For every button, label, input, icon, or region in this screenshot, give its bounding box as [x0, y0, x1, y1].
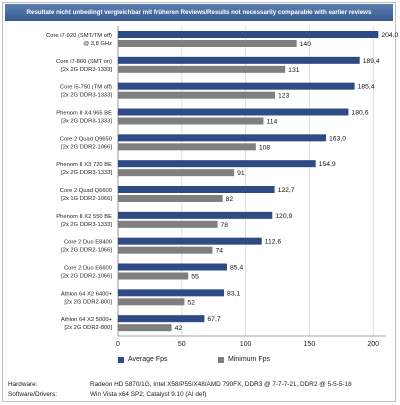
- legend-swatch-minimum: [218, 356, 224, 363]
- x-tick-label: 150: [304, 341, 316, 348]
- data-label-average: 85,4: [230, 265, 243, 272]
- category-label: Core 2 Quad Q6600: [60, 188, 112, 194]
- data-label-average: 122,7: [278, 187, 295, 194]
- legend-swatch-average: [118, 356, 124, 363]
- bar-average: [118, 134, 327, 142]
- category-sublabel: [2x 2G DDR3-1333]: [61, 170, 112, 176]
- category-label: Core 2 Quad Q9650: [60, 136, 112, 142]
- bar-average: [118, 186, 275, 193]
- x-tick-label: 100: [240, 341, 252, 348]
- category-sublabel: [3x 2G DDR3-1333]: [61, 119, 112, 125]
- category-label: Core i7-860 (SMT on): [56, 59, 112, 65]
- data-label-average: 189,4: [363, 58, 380, 65]
- bar-minimum: [118, 117, 264, 125]
- data-label-minimum: 42: [175, 325, 183, 332]
- bar-minimum: [118, 298, 185, 306]
- bar-minimum: [118, 65, 286, 73]
- category-label: Phenom II X2 550 BE: [56, 214, 112, 220]
- bar-average: [118, 108, 349, 116]
- category-sublabel: [2x 2G DDR2-1066]: [61, 274, 112, 280]
- data-label-minimum: 55: [191, 274, 199, 281]
- legend-item-average: Average Fps: [118, 356, 168, 363]
- category-label: Phenom II X4 965 BE: [56, 111, 112, 117]
- legend-item-minimum: Minimum Fps: [218, 356, 270, 363]
- bar-average: [118, 263, 227, 271]
- bar-average: [118, 31, 379, 38]
- category-label: Core i7-920 (SMT/TM off): [46, 33, 112, 39]
- category-label: Athlon 64 X2 5000+: [61, 317, 113, 323]
- data-label-minimum: 131: [288, 67, 300, 74]
- category-sublabel: [2x 2G DDR3-1333]: [61, 222, 112, 228]
- data-label-minimum: 108: [259, 144, 271, 151]
- bar-average: [118, 56, 360, 64]
- category-label: Core 2 Duo E6600: [64, 266, 112, 272]
- category-sublabel: [2x 2G DDR2-1066]: [61, 144, 112, 150]
- bar-minimum: [118, 40, 297, 47]
- footer-hardware-value: Radeon HD 5870/1G, Intel X58/P55/X48/AMD…: [90, 381, 352, 388]
- category-sublabel: [2x 2G DDR2-800]: [64, 299, 112, 305]
- bar-minimum: [118, 143, 256, 151]
- data-label-average: 67,7: [207, 316, 220, 323]
- footer-software-value: Win Vista x64 SP2; Catalyst 9.10 (AI def…: [90, 391, 207, 398]
- data-label-minimum: 140: [300, 41, 312, 48]
- data-label-minimum: 74: [215, 248, 223, 255]
- category-sublabel: [2x 2G DDR2-1066]: [61, 248, 112, 254]
- bar-average: [118, 237, 262, 245]
- bar-minimum: [118, 272, 189, 280]
- data-label-average: 154,9: [319, 161, 336, 168]
- data-label-average: 83,1: [227, 290, 240, 297]
- data-label-average: 204,0: [381, 32, 398, 39]
- category-sublabel: [2x 1G DDR2-1066]: [61, 196, 112, 202]
- category-label: Phenom II X3 720 BE: [56, 162, 112, 168]
- bar-average: [118, 289, 225, 297]
- data-label-minimum: 82: [226, 196, 234, 203]
- data-label-average: 112,6: [265, 239, 282, 246]
- footer-software-label: Software/Drivers:: [8, 391, 58, 398]
- data-label-minimum: 91: [237, 170, 245, 177]
- x-tick-label: 200: [367, 341, 379, 348]
- category-label: Core 2 Duo E8400: [64, 240, 112, 246]
- chart-header-title: Resultate nicht unbedingt vergleichbar m…: [26, 9, 372, 16]
- data-label-minimum: 78: [221, 222, 229, 229]
- bar-minimum: [118, 246, 213, 254]
- x-tick-label: 0: [116, 341, 120, 348]
- x-tick-label: 50: [178, 341, 186, 348]
- bar-average: [118, 160, 316, 168]
- footer-hardware-label: Hardware:: [8, 381, 38, 388]
- category-sublabel: [2x 2G DDR3-1333]: [61, 93, 112, 99]
- category-sublabel: @ 3,8 GHz: [83, 41, 112, 47]
- category-label: Core i5-750 (TM off): [60, 85, 112, 91]
- chart-header: Resultate nicht unbedingt vergleichbar m…: [5, 4, 393, 21]
- data-label-minimum: 123: [278, 93, 290, 100]
- bar-minimum: [118, 91, 275, 99]
- bar-minimum: [118, 324, 172, 332]
- bar-minimum: [118, 195, 223, 202]
- bar-average: [118, 82, 355, 90]
- legend-label-minimum: Minimum Fps: [228, 356, 271, 363]
- bar-minimum: [118, 220, 218, 228]
- footer-software: Software/Drivers: Win Vista x64 SP2; Cata…: [8, 391, 206, 398]
- data-label-minimum: 52: [187, 299, 195, 306]
- bar-average: [118, 315, 205, 323]
- data-label-minimum: 114: [266, 119, 277, 126]
- footer-hardware: Hardware: Radeon HD 5870/1G, Intel X58/P5…: [8, 381, 352, 388]
- bar-minimum: [118, 169, 235, 177]
- category-sublabel: [2x 2G DDR3-1333]: [61, 67, 112, 73]
- data-label-average: 163,0: [329, 135, 346, 142]
- chart-legend: Average Fps Minimum Fps: [0, 356, 400, 368]
- category-sublabel: [2x 2G DDR2-800]: [64, 325, 112, 331]
- legend-label-average: Average Fps: [128, 356, 168, 363]
- category-label: Athlon 64 X2 6400+: [61, 291, 113, 297]
- data-label-average: 185,4: [358, 84, 375, 91]
- data-label-average: 180,6: [351, 110, 368, 117]
- data-label-average: 120,9: [275, 213, 292, 220]
- bar-average: [118, 211, 273, 219]
